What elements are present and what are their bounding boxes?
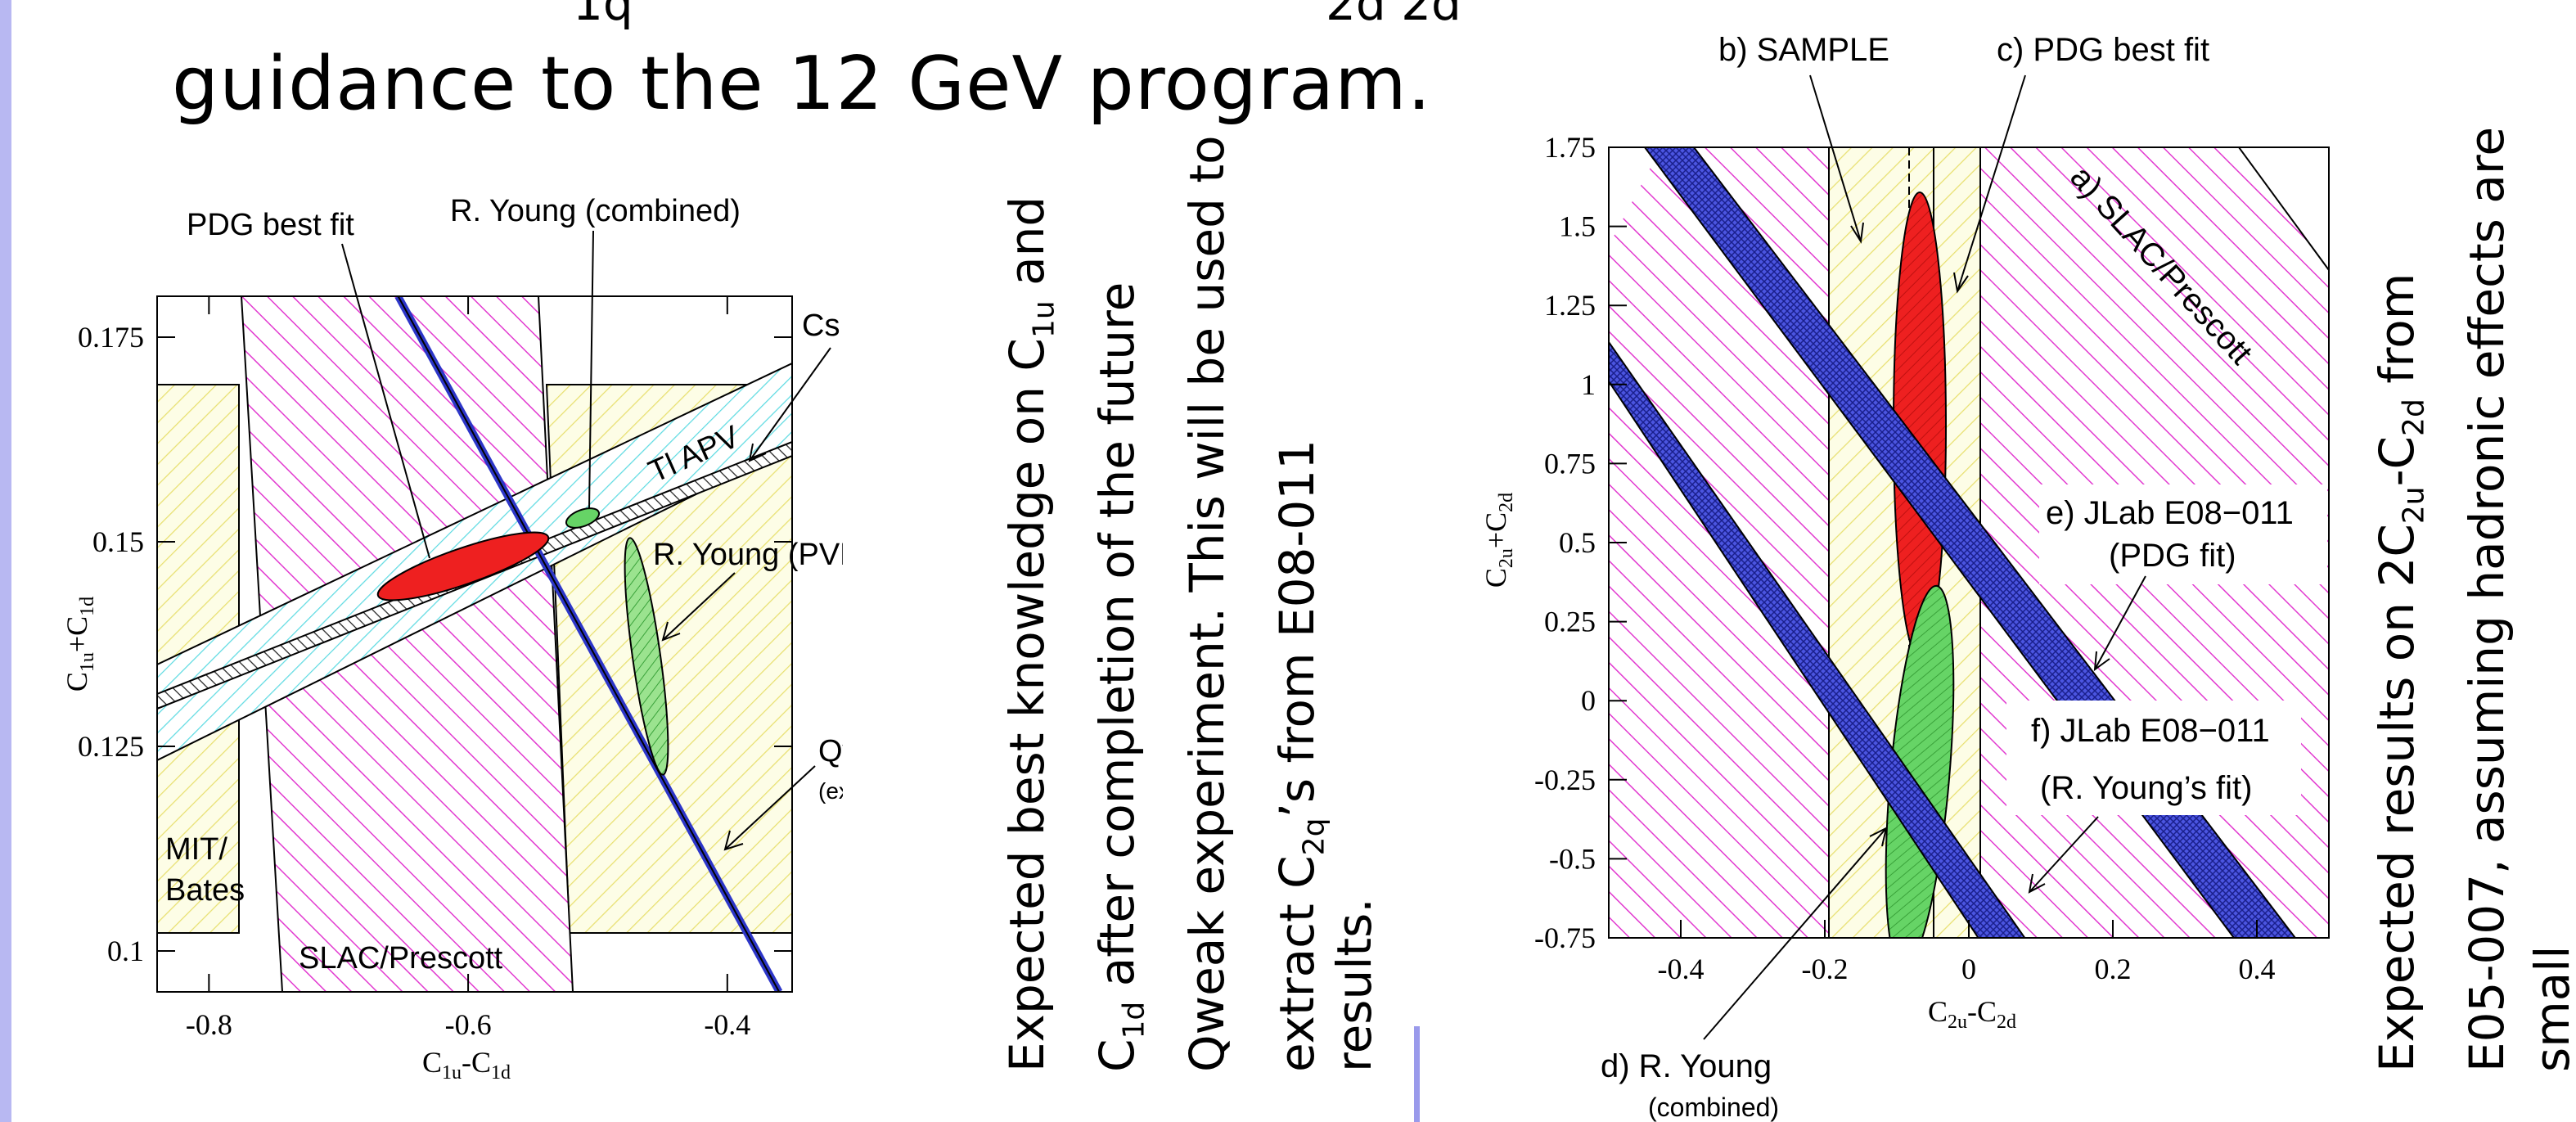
arrow-young-combined-2 — [1703, 827, 1887, 1040]
label-mit: MIT/ — [165, 832, 227, 867]
chart2-y-tick-label: 0.25 — [1544, 606, 1596, 638]
chart1-x-ticks: -0.8 -0.6 -0.4 — [186, 296, 750, 1041]
chart1-frame — [156, 295, 793, 993]
slide-heading: guidance to the 12 GeV program. — [172, 41, 1432, 127]
chart2-y-axis-label: C2u+C2d — [1479, 493, 1517, 588]
arrow-sample — [1809, 74, 1862, 242]
arrow-jlab-young-fit — [2029, 816, 2099, 893]
chart2-x-tick-label: 0.2 — [2095, 953, 2132, 985]
chart2-y-tick-label: 0.5 — [1559, 526, 1596, 559]
chart1-y-tick-label: 0.175 — [78, 321, 144, 354]
left-caption-line: results. — [1326, 898, 1382, 1072]
label-pdg-best-fit-2: c) PDG best fit — [1997, 32, 2209, 68]
slide-left-rule — [0, 0, 11, 1122]
chart2-x-axis-label: C2u-C2d — [1928, 995, 2016, 1033]
arrow-young-combined — [588, 230, 594, 510]
label-young-pves: R. Young (PVES) — [653, 538, 843, 572]
arrow-cs-apv — [749, 347, 831, 462]
chart2-y-tick-label: 0.75 — [1544, 447, 1596, 480]
label-jlab-pdg-fit-line1: e) JLab E08−011 — [2046, 495, 2294, 531]
label-jlab-pdg-fit-line2: (PDG fit) — [2109, 538, 2236, 574]
chart1-x-tick-label: -0.8 — [186, 1008, 232, 1041]
right-caption-line: E05-007, assuming hadronic effects are — [2459, 126, 2515, 1072]
chart-c1-plane: -0.8 -0.6 -0.4 0.1 0.125 0.15 0.175 C1u-C1d C… — [61, 194, 843, 1084]
e-label-backdrop — [2039, 484, 2327, 584]
arrowhead-young-pves — [661, 621, 681, 642]
chart2-y-tick-label: -0.5 — [1549, 842, 1596, 875]
left-caption-line: C1d after completion of the future — [1089, 282, 1151, 1072]
slac-white-top-right — [2237, 147, 2329, 272]
jlab-young-fit-band — [1609, 340, 2026, 938]
chart1-plot-area — [157, 296, 792, 992]
chart2-y-tick-label: 1.5 — [1559, 210, 1596, 243]
arrowhead-qweak — [723, 830, 744, 851]
chart-c2-plane: -0.4 -0.2 0 0.2 0.4 -0.75 -0.5 -0.25 0 0.25 0.5 0.… — [1479, 32, 2330, 1122]
left-caption-line: Qweak experiment. This will be used to — [1179, 135, 1235, 1072]
label-young-combined-line2: (combined) — [1648, 1093, 1779, 1122]
arrow-pdg-best-fit-2 — [1957, 74, 2026, 292]
chart1-x-axis-label: C1u-C1d — [422, 1046, 511, 1084]
chart2-y-tick-label: 1.75 — [1544, 131, 1596, 164]
young-combined-ellipse — [565, 507, 601, 529]
chart2-y-tick-label: -0.75 — [1534, 921, 1596, 954]
chart1-x-tick-label: -0.4 — [704, 1008, 750, 1041]
label-qweak: Qweak — [818, 734, 843, 768]
label-slac-prescott: SLAC/Prescott — [299, 941, 503, 976]
arrowhead-sample — [1850, 222, 1864, 244]
chart2-y-tick-label: 1.25 — [1544, 289, 1596, 322]
right-caption-line: Expected results on 2C2u-C2d from — [2369, 273, 2431, 1072]
chart2-y-ticks: -0.75 -0.5 -0.25 0 0.25 0.5 0.75 1 1.25 1.5 1.75 — [1534, 131, 1627, 954]
arrow-pdg-best-fit — [341, 243, 430, 559]
arrowhead-cs-apv — [748, 443, 767, 462]
slide-divider-mark — [1414, 1026, 1420, 1122]
chart1-y-ticks: 0.1 0.125 0.15 0.175 — [78, 321, 792, 967]
arrowhead-jlab-young-fit — [2028, 873, 2046, 894]
chart1-y-tick-label: 0.125 — [78, 730, 144, 763]
arrowhead-pdg-best-fit-2 — [1953, 272, 1969, 294]
chart1-x-tick-label: -0.6 — [445, 1008, 492, 1041]
label-young-combined-line1: d) R. Young — [1601, 1048, 1772, 1084]
label-cs-apv: Cs APV — [802, 309, 843, 343]
label-sample: b) SAMPLE — [1718, 32, 1889, 68]
chart1-y-tick-label: 0.15 — [92, 525, 144, 558]
arrow-young-pves — [662, 572, 736, 641]
label-pdg-best-fit: PDG best fit — [187, 208, 354, 242]
label-jlab-young-fit-line1: f) JLab E08−011 — [2031, 713, 2270, 749]
chart1-y-axis-label: C1u+C1d — [61, 597, 98, 692]
label-qweak-expected: (expected) — [818, 778, 843, 804]
left-caption-line: extract C2q’s from E08-011 — [1269, 439, 1331, 1072]
pdg-best-fit-ellipse — [376, 531, 550, 602]
label-young-combined: R. Young (combined) — [450, 194, 741, 228]
chart2-y-tick-label: 1 — [1581, 368, 1596, 401]
right-caption-line: small — [2524, 945, 2576, 1073]
slac-white-left — [1609, 147, 1661, 246]
clipped-top-fragment-right: 2d 2d — [1326, 0, 1461, 31]
chart2-x-tick-label: -0.2 — [1802, 953, 1849, 985]
chart2-y-tick-label: 0 — [1581, 684, 1596, 717]
arrowhead-jlab-pdg-fit — [2093, 651, 2110, 672]
chart2-y-tick-label: -0.25 — [1534, 764, 1596, 796]
chart2-x-tick-label: -0.4 — [1658, 953, 1705, 985]
arrow-jlab-pdg-fit — [2094, 575, 2146, 670]
young-pves-ellipse — [624, 537, 669, 776]
f-label-backdrop — [2006, 701, 2301, 815]
label-bates: Bates — [165, 873, 245, 908]
chart1-y-tick-label: 0.1 — [107, 935, 144, 967]
label-jlab-young-fit-line2: (R. Young’s fit) — [2040, 770, 2252, 806]
arrowhead-young-combined-2 — [1869, 827, 1888, 847]
left-caption-line: Expected best knowledge on C1u and — [999, 196, 1061, 1072]
chart2-x-tick-label: 0 — [1961, 953, 1976, 985]
chart2-x-tick-label: 0.4 — [2239, 953, 2276, 985]
arrow-qweak — [724, 765, 816, 850]
chart2-x-ticks: -0.4 -0.2 0 0.2 0.4 — [1658, 920, 2276, 985]
clipped-top-fragment-left: 1q — [573, 0, 633, 31]
qweak-band-core — [397, 296, 781, 992]
